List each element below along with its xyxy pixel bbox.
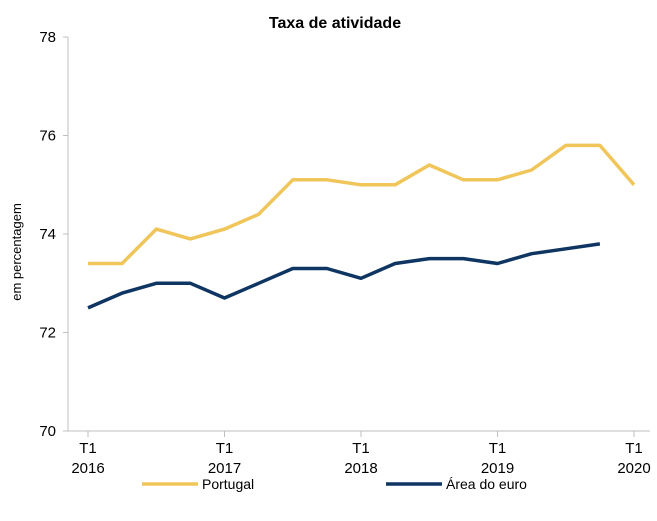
x-tick-year-label: 2016	[71, 460, 104, 477]
y-axis: 70 72 74 76 78	[39, 29, 69, 440]
x-tick-quarter-label: T1	[216, 440, 234, 457]
x-tick-quarter-label: T1	[352, 440, 370, 457]
y-tick-label: 70	[39, 423, 56, 440]
x-axis: T1 2016 T1 2017 T1 2018 T1 2019 T1 2020	[68, 430, 651, 477]
series-line-1	[87, 242, 601, 310]
x-tick-year-label: 2018	[344, 460, 377, 477]
legend-label-0: Portugal	[202, 476, 254, 492]
x-tick-year-label: 2017	[208, 460, 241, 477]
x-tick-quarter-label: T1	[625, 440, 643, 457]
y-tick-label: 74	[39, 226, 56, 243]
chart-title: Taxa de atividade	[269, 15, 401, 32]
x-tick-year-label: 2019	[481, 460, 514, 477]
x-tick-quarter-label: T1	[79, 440, 97, 457]
y-tick-label: 78	[39, 29, 56, 46]
series-line-0	[88, 143, 636, 266]
y-axis-label: em percentagem	[9, 203, 24, 301]
legend-label-1: Área do euro	[446, 476, 527, 492]
y-tick-label: 72	[39, 325, 56, 342]
legend: Portugal Área do euro	[142, 476, 527, 492]
y-tick-label: 76	[39, 128, 56, 145]
plot-area	[87, 143, 636, 310]
x-tick-quarter-label: T1	[489, 440, 507, 457]
x-tick-year-label: 2020	[617, 460, 650, 477]
